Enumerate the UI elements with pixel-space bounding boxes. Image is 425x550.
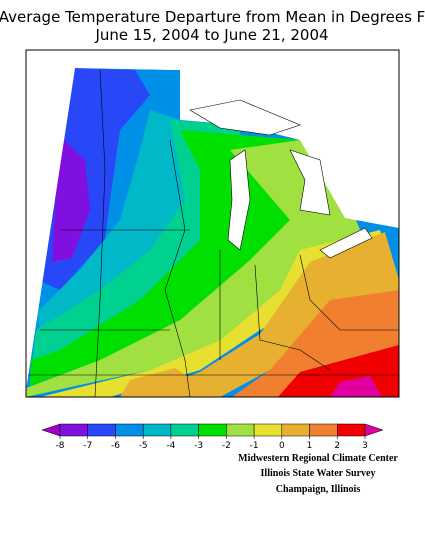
colorbar-label: -1 xyxy=(250,441,259,451)
colorbar-label: -7 xyxy=(83,441,92,451)
map xyxy=(25,49,400,398)
credit-line: Illinois State Water Survey xyxy=(261,468,376,479)
colorbar-label: -8 xyxy=(56,441,65,451)
colorbar-end xyxy=(364,423,384,437)
colorbar-segment xyxy=(337,423,366,437)
colorbar-segment xyxy=(309,423,338,437)
colorbar-label: -2 xyxy=(222,441,231,451)
colorbar-segment xyxy=(281,423,310,437)
colorbar: -8 -7 -6 -5 -4 -3 -2 -1 0 1 2 3 xyxy=(41,423,384,451)
colorbar-label: 2 xyxy=(334,441,340,451)
title-line: June 15, 2004 to June 21, 2004 xyxy=(94,26,328,44)
colorbar-label: -6 xyxy=(111,441,120,451)
colorbar-segment xyxy=(87,423,116,437)
colorbar-segment xyxy=(226,423,255,437)
colorbar-label: -4 xyxy=(166,441,175,451)
colorbar-label: 0 xyxy=(279,441,285,451)
colorbar-segment xyxy=(198,423,227,437)
colorbar-segment xyxy=(253,423,283,437)
colorbar-segment xyxy=(142,423,172,437)
colorbar-segment xyxy=(115,423,144,437)
colorbar-segment xyxy=(59,423,88,437)
title-line: Average Temperature Departure from Mean … xyxy=(0,8,425,26)
colorbar-label: -5 xyxy=(139,441,148,451)
credit-line: Champaign, Illinois xyxy=(276,484,361,495)
colorbar-segment xyxy=(170,423,199,437)
colorbar-end xyxy=(41,423,61,437)
colorbar-label: -3 xyxy=(194,441,203,451)
credit-line: Midwestern Regional Climate Center xyxy=(238,453,398,464)
colorbar-label: 1 xyxy=(307,441,313,451)
colorbar-label: 3 xyxy=(362,441,368,451)
